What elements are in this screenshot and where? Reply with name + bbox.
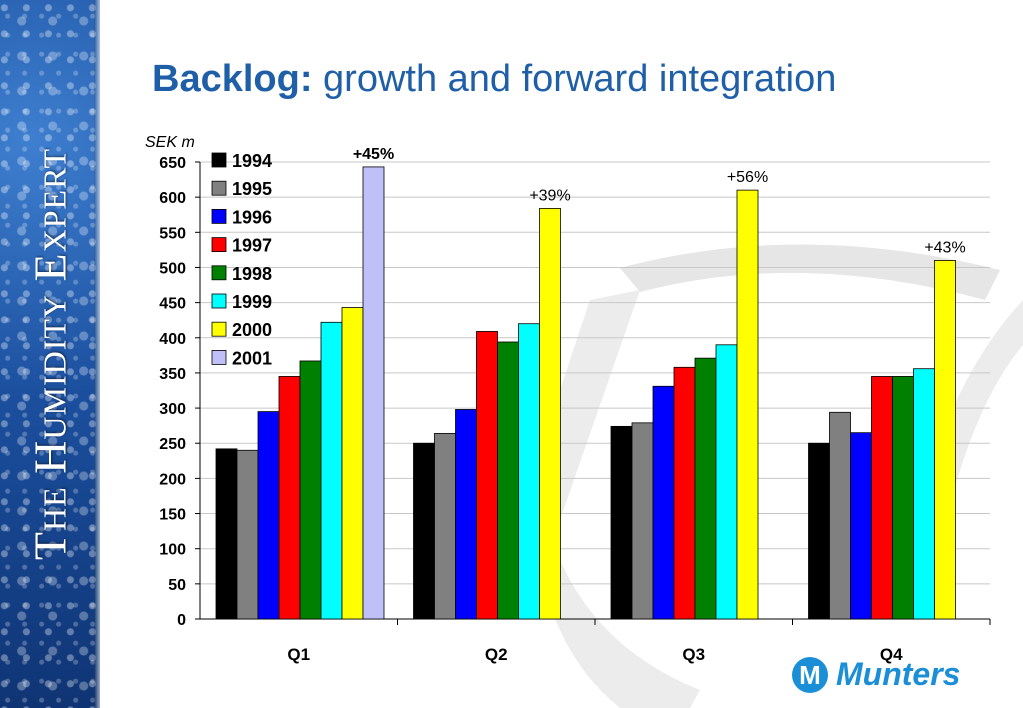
bar-1998-Q1 [299, 360, 322, 620]
bar-1995-Q2 [434, 432, 456, 620]
y-tick-label: 150 [159, 507, 186, 524]
bar-1997-Q3 [673, 366, 696, 620]
legend-swatch-2001 [211, 349, 227, 365]
y-tick-label: 50 [168, 577, 186, 594]
legend-swatch-1995 [211, 180, 227, 196]
legend-swatch-1994 [211, 152, 227, 168]
y-tick-label: 500 [159, 260, 186, 277]
slide-title: Backlog: growth and forward integration [152, 58, 836, 101]
title-rest-part: growth and forward integration [312, 58, 837, 100]
bar-2000-Q1 [341, 307, 364, 620]
bar-1999-Q4 [913, 368, 935, 620]
y-tick-label: 400 [159, 331, 186, 348]
bar-1999-Q2 [518, 323, 540, 620]
munters-logo-mark: M [792, 657, 828, 693]
bar-1995-Q1 [236, 449, 259, 620]
legend-label-1996: 1996 [232, 207, 272, 227]
y-tick-label: 250 [159, 436, 186, 453]
bar-1998-Q2 [497, 341, 519, 620]
growth-annotation: +56% [727, 169, 768, 186]
bar-1997-Q4 [871, 376, 893, 620]
legend-swatch-1996 [211, 208, 227, 224]
bar-1996-Q2 [455, 409, 477, 620]
legend-label-1998: 1998 [232, 264, 272, 284]
growth-annotation: +39% [529, 187, 570, 204]
y-tick-label: 550 [159, 225, 186, 242]
bar-1996-Q1 [257, 411, 280, 620]
bar-1994-Q3 [610, 425, 633, 620]
bar-1999-Q3 [715, 344, 738, 620]
legend-swatch-2000 [211, 321, 227, 337]
y-tick-label: 200 [159, 471, 186, 488]
munters-logo: M Munters [788, 652, 983, 696]
bar-1997-Q1 [278, 376, 301, 620]
bar-1995-Q4 [829, 411, 851, 620]
y-tick-label: 450 [159, 296, 186, 313]
y-tick-label: 650 [159, 155, 186, 172]
bar-2000-Q3 [736, 189, 759, 620]
bar-1994-Q4 [808, 442, 830, 620]
legend-label-1999: 1999 [232, 292, 272, 312]
munters-logo-text: Munters [836, 656, 961, 692]
munters-logo-letter: M [799, 660, 821, 690]
bar-2000-Q2 [539, 208, 561, 620]
bar-2001-Q1 [362, 166, 385, 620]
x-category-label: Q4 [880, 645, 903, 664]
y-tick-label: 300 [159, 401, 186, 418]
legend-swatch-1997 [211, 237, 227, 253]
sidebar-banner: The Humidity Expert [0, 0, 100, 708]
y-tick-label: 100 [159, 542, 186, 559]
legend-label-2000: 2000 [232, 320, 272, 340]
y-tick-label: 600 [159, 190, 186, 207]
x-category-label: Q3 [682, 645, 705, 664]
bar-1999-Q1 [320, 321, 343, 620]
y-axis-unit-label: SEK m [145, 134, 195, 151]
legend-label-1995: 1995 [232, 179, 272, 199]
bar-1994-Q2 [413, 442, 435, 620]
bar-1994-Q1 [215, 448, 238, 620]
x-category-label: Q2 [485, 645, 508, 664]
bar-1997-Q2 [476, 331, 498, 620]
y-tick-label: 350 [159, 366, 186, 383]
bar-1996-Q4 [850, 432, 872, 620]
growth-annotation: +43% [924, 239, 965, 256]
bar-1996-Q3 [652, 385, 675, 620]
y-tick-label: 0 [177, 612, 186, 629]
legend-swatch-1999 [211, 293, 227, 309]
legend-label-1997: 1997 [232, 236, 272, 256]
bar-1995-Q3 [631, 422, 654, 620]
legend-label-2001: 2001 [232, 348, 272, 368]
sidebar-edge [94, 0, 100, 708]
bar-1998-Q3 [694, 357, 717, 620]
x-category-label: Q1 [287, 645, 310, 664]
title-bold-part: Backlog: [152, 58, 313, 100]
plot-area: 0 50 100 150 200 250 300 350 400 450 500 550 600 650 S… [145, 134, 991, 664]
growth-annotation: +45% [353, 146, 394, 163]
legend-label-1994: 1994 [232, 151, 272, 171]
bar-2000-Q4 [934, 260, 956, 620]
bar-1998-Q4 [892, 376, 914, 620]
legend-swatch-1998 [211, 265, 227, 281]
water-drops-texture [0, 0, 100, 708]
